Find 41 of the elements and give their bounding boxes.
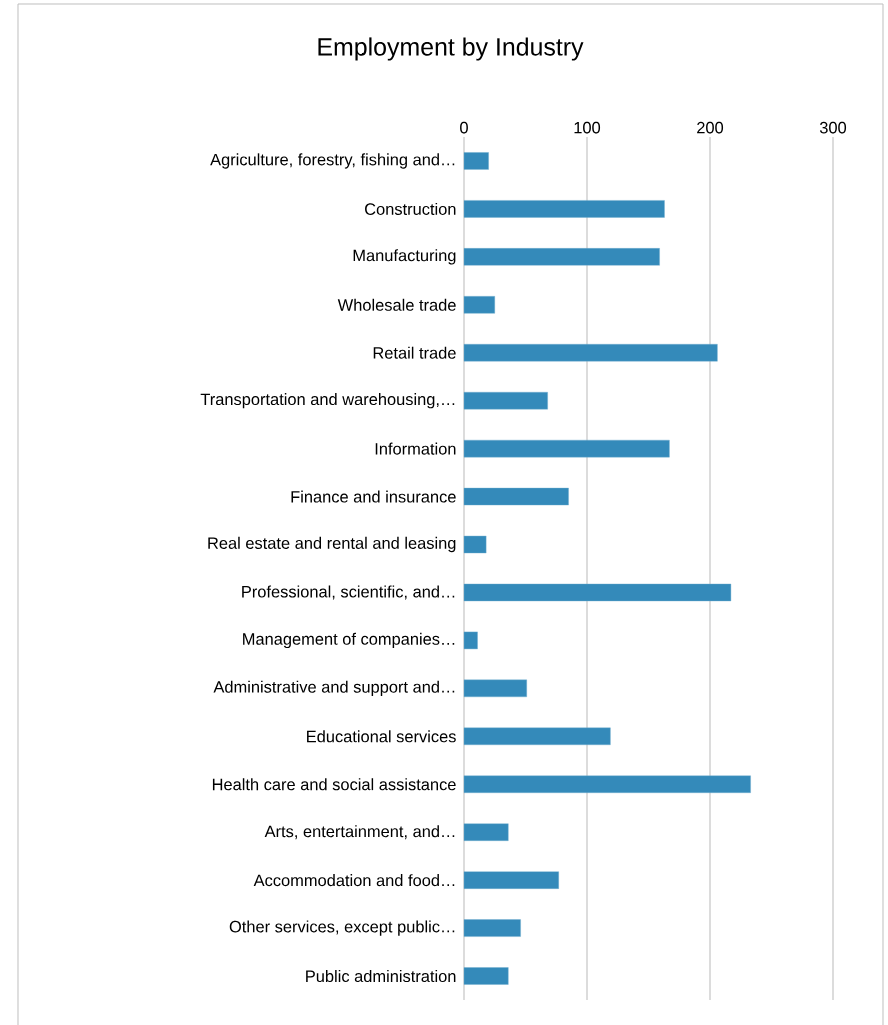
bar bbox=[463, 344, 718, 362]
y-tick-label: Educational services bbox=[307, 730, 456, 743]
y-tick-label: Arts, entertainment, and… bbox=[264, 825, 455, 840]
y-tick-label: Information bbox=[375, 442, 456, 455]
y-tick-label: Construction bbox=[365, 202, 456, 215]
bar bbox=[463, 439, 670, 458]
bar bbox=[463, 391, 548, 410]
y-tick-label: Administrative and support and… bbox=[213, 680, 455, 697]
bar bbox=[463, 248, 660, 266]
y-tick-label: Retail trade bbox=[373, 346, 456, 359]
y-tick-label: Other services, except public… bbox=[229, 920, 455, 936]
bar bbox=[463, 727, 611, 746]
bar bbox=[463, 775, 751, 793]
bar bbox=[463, 871, 559, 889]
y-tick-label: Wholesale trade bbox=[337, 298, 456, 311]
y-tick-label: Real estate and rental and leasing bbox=[208, 536, 456, 553]
y-tick-label: Accommodation and food… bbox=[253, 874, 455, 887]
bar bbox=[463, 296, 495, 314]
bar bbox=[463, 679, 527, 698]
y-tick-label: Finance and insurance bbox=[291, 490, 456, 503]
y-tick-label: Management of companies… bbox=[243, 632, 455, 649]
x-tick-label: 100 bbox=[574, 121, 601, 134]
bar bbox=[463, 535, 487, 554]
bar bbox=[463, 200, 665, 218]
x-tick-label: 200 bbox=[697, 121, 724, 134]
x-tick-label: 0 bbox=[460, 121, 468, 134]
y-tick-label: Transportation and warehousing,… bbox=[200, 393, 455, 409]
bar bbox=[463, 967, 509, 985]
chart-title: Employment by Industry bbox=[318, 37, 584, 61]
y-tick-label: Public administration bbox=[306, 970, 456, 983]
y-tick-label: Health care and social assistance bbox=[212, 778, 456, 791]
bar bbox=[463, 919, 521, 937]
y-tick-label: Agriculture, forestry, fishing and… bbox=[210, 153, 455, 169]
bar bbox=[463, 583, 732, 602]
bar bbox=[463, 487, 569, 506]
bar bbox=[463, 631, 478, 650]
y-tick-label: Manufacturing bbox=[353, 249, 456, 265]
bar bbox=[463, 823, 509, 841]
y-tick-label: Professional, scientific, and… bbox=[242, 585, 455, 600]
x-tick-label: 300 bbox=[819, 121, 847, 134]
bar bbox=[463, 152, 489, 170]
